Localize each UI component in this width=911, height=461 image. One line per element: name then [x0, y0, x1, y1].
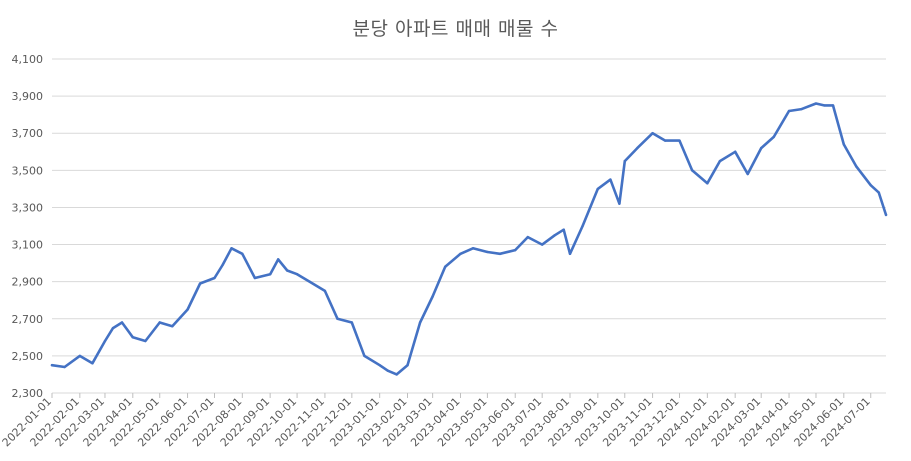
- data-point: [884, 213, 888, 217]
- data-point: [378, 363, 381, 367]
- data-point: [144, 339, 147, 343]
- data-point: [308, 280, 311, 283]
- data-point: [186, 308, 189, 311]
- data-point: [651, 132, 654, 135]
- x-axis-ticks: 2022-01-012022-02-012022-03-012022-04-01…: [0, 393, 873, 449]
- data-point: [540, 243, 544, 246]
- data-point: [800, 107, 803, 111]
- chart-title: 분당 아파트 매매 매물 수: [352, 18, 559, 40]
- series-group: [50, 102, 888, 376]
- y-tick-label: 2,300: [12, 387, 44, 400]
- data-point: [63, 365, 66, 369]
- data-point: [221, 263, 224, 267]
- y-tick-label: 2,900: [12, 276, 44, 289]
- data-point: [444, 265, 447, 269]
- y-tick-label: 3,300: [12, 201, 44, 214]
- y-tick-label: 3,900: [12, 90, 44, 103]
- data-point: [498, 252, 502, 256]
- y-tick-label: 3,100: [12, 239, 44, 252]
- data-point: [678, 139, 681, 142]
- data-point: [213, 276, 216, 280]
- data-point: [406, 363, 409, 367]
- data-point: [746, 172, 749, 176]
- data-point: [623, 159, 626, 163]
- y-tick-label: 3,500: [12, 164, 44, 177]
- data-point: [822, 104, 826, 107]
- y-tick-label: 3,700: [12, 127, 44, 140]
- data-point: [787, 109, 791, 113]
- data-point: [581, 224, 584, 228]
- data-point: [158, 321, 161, 324]
- data-point: [171, 325, 174, 328]
- data-point: [706, 182, 709, 185]
- data-point: [459, 252, 462, 256]
- data-point: [690, 169, 694, 172]
- data-point: [286, 269, 289, 272]
- data-point: [855, 165, 858, 168]
- data-point: [526, 235, 530, 239]
- data-point: [636, 146, 639, 150]
- data-point: [596, 187, 600, 191]
- data-point: [514, 248, 517, 252]
- data-point: [253, 276, 257, 280]
- data-point: [760, 146, 763, 150]
- data-point: [772, 135, 775, 139]
- data-point: [241, 252, 244, 256]
- data-point: [230, 247, 233, 250]
- data-point: [395, 373, 398, 376]
- data-point: [111, 326, 115, 330]
- data-point: [814, 102, 818, 105]
- y-tick-label: 2,500: [12, 350, 44, 363]
- y-tick-label: 4,100: [12, 53, 44, 66]
- data-point: [103, 339, 107, 343]
- data-point: [471, 247, 475, 250]
- data-point: [50, 363, 54, 367]
- data-point: [91, 362, 94, 365]
- data-point: [295, 273, 299, 276]
- data-point: [618, 202, 621, 205]
- data-point: [663, 139, 667, 142]
- data-point: [609, 178, 612, 181]
- data-point: [363, 354, 366, 358]
- data-point: [336, 317, 339, 320]
- data-point: [198, 282, 202, 285]
- data-point: [350, 321, 354, 324]
- data-point: [733, 150, 737, 153]
- data-point: [277, 258, 280, 261]
- data-point: [78, 354, 82, 358]
- data-point: [877, 191, 881, 194]
- data-point: [431, 295, 434, 298]
- data-point: [386, 369, 389, 372]
- data-point: [831, 104, 835, 107]
- data-point: [418, 321, 422, 324]
- y-axis-ticks: 2,300 2,500 2,700 2,900 3,100 3,300 3,500 3,700…: [12, 53, 44, 400]
- data-point: [562, 228, 565, 231]
- data-point: [323, 289, 327, 293]
- data-point: [268, 273, 272, 276]
- data-point: [568, 252, 572, 256]
- data-point: [553, 234, 556, 237]
- data-point: [486, 250, 489, 254]
- gridlines: [52, 58, 886, 394]
- y-tick-label: 2,700: [12, 313, 44, 326]
- data-point: [120, 321, 124, 324]
- data-point: [131, 336, 134, 339]
- series-line: [50, 102, 888, 376]
- data-point: [718, 159, 722, 163]
- data-point: [842, 143, 846, 146]
- data-point: [869, 183, 872, 187]
